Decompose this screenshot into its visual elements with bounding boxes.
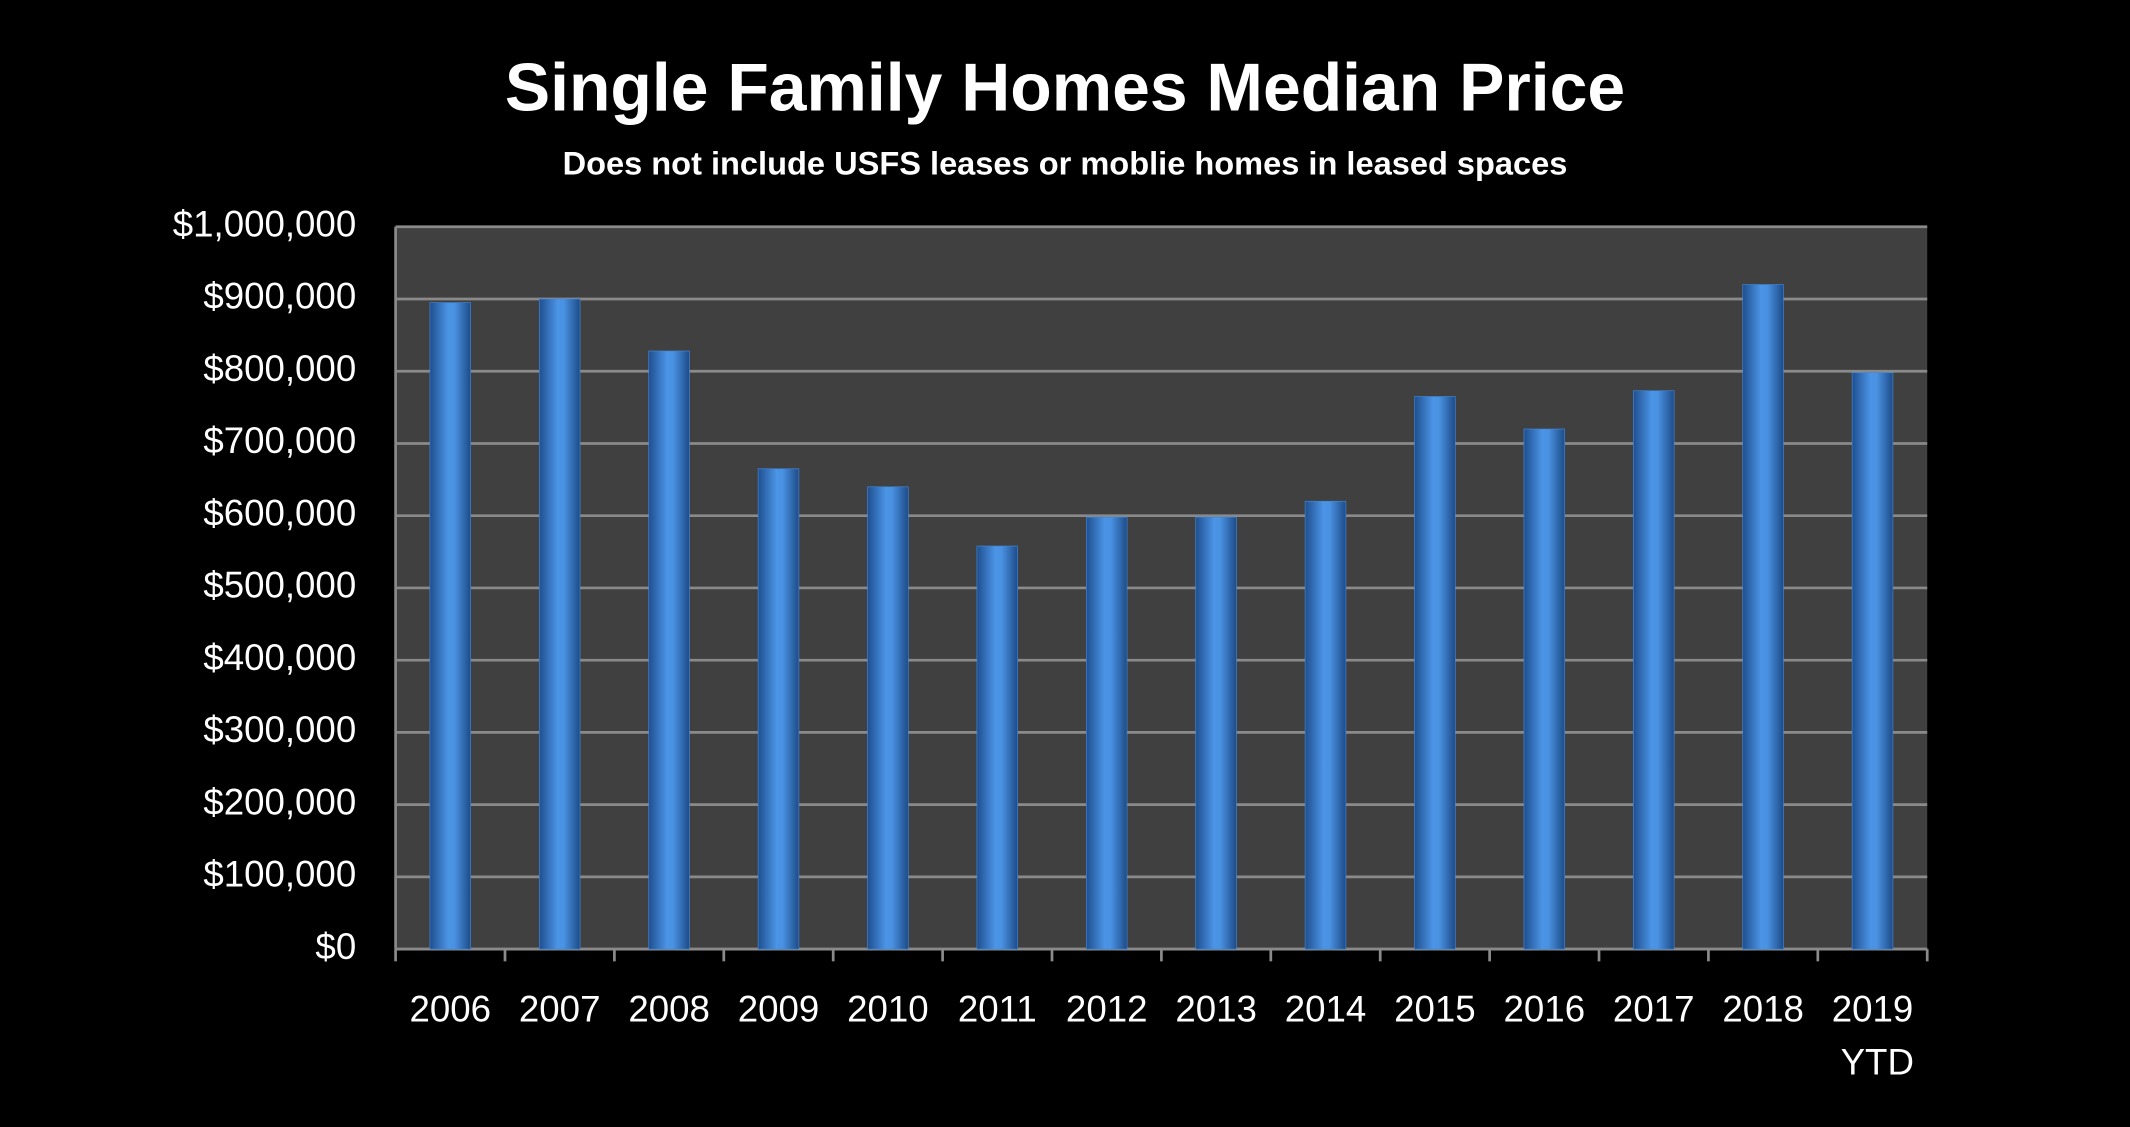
- x-tick-label: 2013: [1175, 988, 1257, 1029]
- bar: [538, 298, 581, 950]
- bar: [429, 302, 471, 950]
- x-tick-label: 2011: [958, 988, 1037, 1029]
- x-tick-label: 2007: [519, 988, 601, 1029]
- bar: [976, 545, 1019, 950]
- y-tick-label: $700,000: [203, 420, 356, 461]
- y-tick-label: $500,000: [203, 565, 356, 606]
- chart-title: Single Family Homes Median Price: [505, 50, 1625, 125]
- bar: [1633, 390, 1675, 950]
- bar: [648, 350, 690, 950]
- chart-subtitle: Does not include USFS leases or moblie h…: [563, 145, 1568, 181]
- y-tick-label: $300,000: [203, 709, 356, 750]
- y-tick-label: $0: [315, 926, 356, 967]
- y-tick-label: $1,000,000: [173, 203, 356, 244]
- bar: [1085, 516, 1128, 950]
- x-tick-label: 2019 YTD: [1831, 988, 1914, 1082]
- bar: [1195, 516, 1237, 950]
- y-tick-label: $900,000: [203, 276, 356, 317]
- x-tick-label: 2017: [1613, 988, 1695, 1029]
- bar: [1304, 500, 1347, 950]
- x-tick-label: 2012: [1066, 988, 1148, 1029]
- x-tick-label: 2016: [1504, 988, 1586, 1029]
- bar: [1523, 428, 1566, 950]
- bar: [867, 486, 909, 950]
- bar: [1414, 396, 1456, 950]
- y-tick-label: $200,000: [203, 781, 356, 822]
- bar: [1851, 372, 1894, 950]
- bar: [1742, 284, 1784, 950]
- y-tick-label: $400,000: [203, 637, 356, 678]
- x-tick-label: 2014: [1285, 988, 1367, 1029]
- y-tick-label: $100,000: [203, 854, 356, 895]
- bar: [757, 468, 800, 950]
- x-tick-label: 2015: [1394, 988, 1476, 1029]
- y-tick-label: $800,000: [203, 348, 356, 389]
- x-tick-label: 2006: [410, 988, 492, 1029]
- y-tick-label: $600,000: [203, 492, 356, 533]
- x-tick-label: 2018: [1722, 988, 1804, 1029]
- x-tick-label: 2008: [628, 988, 710, 1029]
- x-tick-label: 2010: [847, 988, 929, 1029]
- x-tick-label: 2009: [738, 988, 820, 1029]
